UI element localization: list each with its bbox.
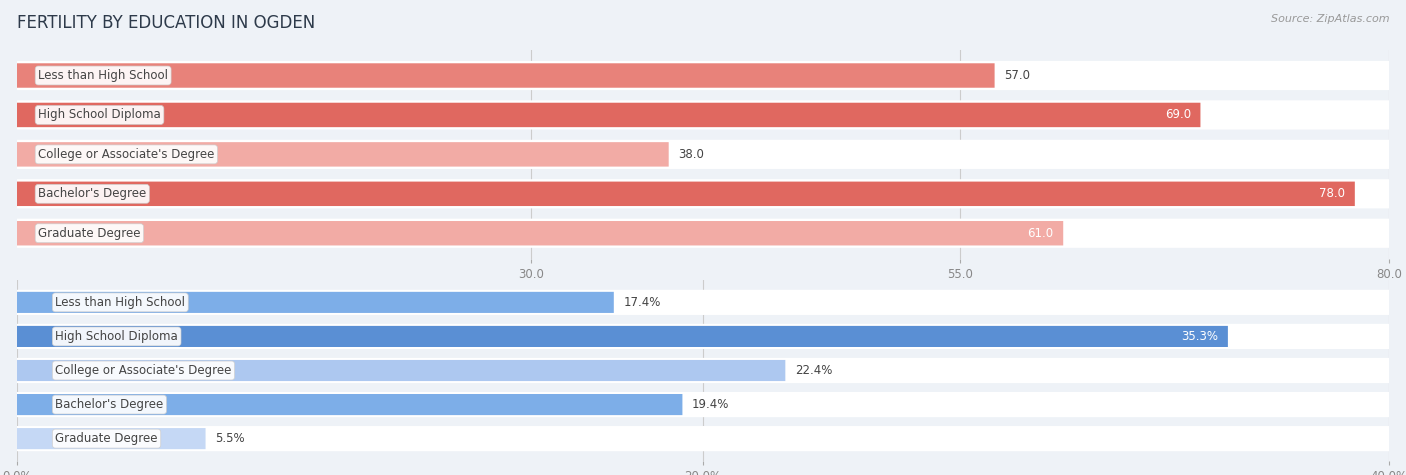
Text: College or Associate's Degree: College or Associate's Degree	[38, 148, 215, 161]
Text: 69.0: 69.0	[1164, 108, 1191, 122]
FancyBboxPatch shape	[17, 360, 786, 381]
Text: Graduate Degree: Graduate Degree	[38, 227, 141, 240]
Text: Graduate Degree: Graduate Degree	[55, 432, 157, 445]
Text: 38.0: 38.0	[678, 148, 704, 161]
FancyBboxPatch shape	[17, 394, 682, 415]
Text: Source: ZipAtlas.com: Source: ZipAtlas.com	[1271, 14, 1389, 24]
FancyBboxPatch shape	[17, 61, 1389, 90]
FancyBboxPatch shape	[17, 358, 1389, 383]
Text: 61.0: 61.0	[1028, 227, 1053, 240]
Text: 57.0: 57.0	[1004, 69, 1031, 82]
Text: 5.5%: 5.5%	[215, 432, 245, 445]
FancyBboxPatch shape	[17, 324, 1389, 349]
Text: Less than High School: Less than High School	[55, 296, 186, 309]
Text: High School Diploma: High School Diploma	[55, 330, 179, 343]
Text: College or Associate's Degree: College or Associate's Degree	[55, 364, 232, 377]
FancyBboxPatch shape	[17, 218, 1389, 248]
Text: Less than High School: Less than High School	[38, 69, 169, 82]
Text: High School Diploma: High School Diploma	[38, 108, 160, 122]
FancyBboxPatch shape	[17, 326, 1227, 347]
Text: Bachelor's Degree: Bachelor's Degree	[38, 187, 146, 200]
FancyBboxPatch shape	[17, 100, 1389, 130]
Text: 35.3%: 35.3%	[1181, 330, 1218, 343]
Text: 22.4%: 22.4%	[794, 364, 832, 377]
FancyBboxPatch shape	[17, 428, 205, 449]
Text: FERTILITY BY EDUCATION IN OGDEN: FERTILITY BY EDUCATION IN OGDEN	[17, 14, 315, 32]
Text: 19.4%: 19.4%	[692, 398, 730, 411]
FancyBboxPatch shape	[17, 221, 1063, 246]
FancyBboxPatch shape	[17, 290, 1389, 315]
Text: Bachelor's Degree: Bachelor's Degree	[55, 398, 163, 411]
FancyBboxPatch shape	[17, 292, 614, 313]
FancyBboxPatch shape	[17, 426, 1389, 451]
FancyBboxPatch shape	[17, 63, 994, 88]
Text: 17.4%: 17.4%	[623, 296, 661, 309]
FancyBboxPatch shape	[17, 142, 669, 167]
FancyBboxPatch shape	[17, 392, 1389, 417]
FancyBboxPatch shape	[17, 181, 1355, 206]
FancyBboxPatch shape	[17, 179, 1389, 209]
Text: 78.0: 78.0	[1319, 187, 1346, 200]
FancyBboxPatch shape	[17, 140, 1389, 169]
FancyBboxPatch shape	[17, 103, 1201, 127]
